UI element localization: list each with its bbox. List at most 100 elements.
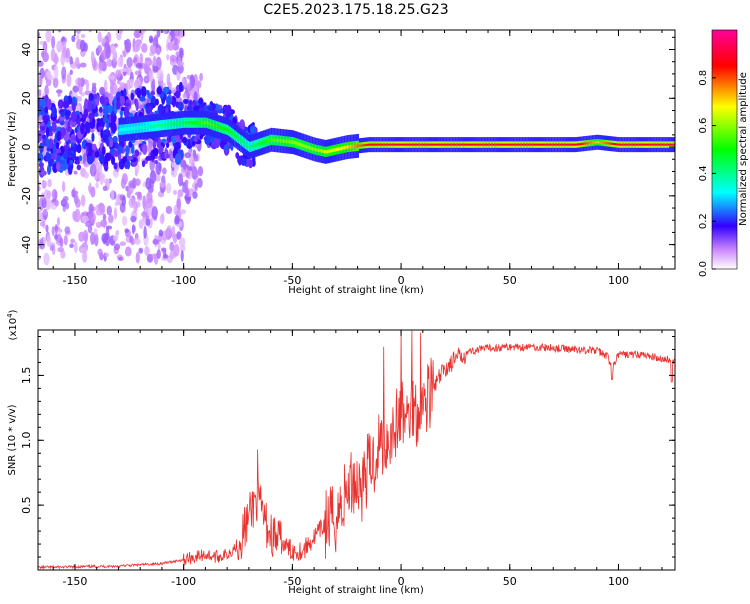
heatmap-ridge-core xyxy=(492,143,495,146)
heatmap-ridge-core xyxy=(617,143,620,146)
heatmap-ridge-core xyxy=(176,121,178,126)
heatmap-ridge-core xyxy=(127,127,130,131)
heatmap-signal-blob xyxy=(182,98,189,104)
heatmap-noise-blob xyxy=(90,51,95,65)
heatmap-ridge-core xyxy=(319,148,321,153)
heatmap-noise-blob xyxy=(195,80,202,89)
heatmap-noise-blob xyxy=(70,63,76,69)
heatmap-noise-blob xyxy=(110,189,115,201)
heatmap-noise-blob xyxy=(151,206,158,220)
heatmap-ridge-core xyxy=(135,126,137,130)
heatmap-noise-blob xyxy=(114,231,119,241)
heatmap-noise-blob xyxy=(69,19,75,27)
heatmap-ridge-core xyxy=(416,143,419,146)
heatmap-ridge-core xyxy=(415,143,417,146)
heatmap-signal-blob xyxy=(63,151,69,160)
heatmap-ridge-core xyxy=(232,132,235,136)
heatmap-ridge-core xyxy=(241,139,244,144)
heatmap-signal-blob xyxy=(156,86,163,95)
heatmap-ridge-core xyxy=(259,141,262,146)
heatmap-ridge-core xyxy=(623,143,626,146)
heatmap-noise-blob xyxy=(149,44,157,55)
heatmap-ridge-core xyxy=(501,143,504,146)
heatmap-noise-blob xyxy=(151,253,157,259)
heatmap-ridge-core xyxy=(596,141,598,144)
heatmap-ridge-core xyxy=(237,136,239,140)
heatmap-noise-blob xyxy=(101,49,108,61)
heatmap-ridge-core xyxy=(326,149,329,154)
heatmap-signal-blob xyxy=(45,126,50,138)
heatmap-ridge-core xyxy=(313,147,315,151)
heatmap-noise-blob xyxy=(74,208,81,223)
colorbar-tick-label: 0.8 xyxy=(698,70,709,86)
heatmap-ridge-core xyxy=(485,143,487,146)
heatmap-ridge-core xyxy=(329,149,332,153)
heatmap-noise-blob xyxy=(149,18,155,24)
heatmap-ridge-core xyxy=(638,143,641,146)
heatmap-signal-blob xyxy=(128,140,133,148)
heatmap-ridge-core xyxy=(221,126,224,130)
heatmap-signal-blob xyxy=(226,104,232,115)
heatmap-noise-blob xyxy=(83,162,89,168)
heatmap-ridge-core xyxy=(148,124,151,129)
heatmap-ridge-core xyxy=(648,143,650,146)
heatmap-ridge-core xyxy=(150,124,152,129)
heatmap-signal-blob xyxy=(120,106,126,112)
heatmap-signal-blob xyxy=(44,106,49,114)
heatmap-ridge-core xyxy=(606,142,609,145)
heatmap-noise-blob xyxy=(94,233,99,247)
heatmap-noise-blob xyxy=(92,14,97,23)
heatmap-signal-blob xyxy=(248,159,253,169)
heatmap-ridge-core xyxy=(518,143,521,146)
heatmap-ridge-core xyxy=(578,143,580,146)
heatmap-ridge-core xyxy=(635,143,638,146)
heatmap-ridge-core xyxy=(346,145,349,149)
heatmap-noise-blob xyxy=(152,238,160,245)
heatmap-ridge-core xyxy=(536,143,539,146)
heatmap-ridge-core xyxy=(342,146,344,150)
heatmap-signal-blob xyxy=(141,143,148,156)
heatmap-ridge-core xyxy=(287,139,289,144)
heatmap-noise-blob xyxy=(45,30,52,43)
snr-panel: -150 -100 -50 0 50 100 0.5 1.0 1.5 Height of str… xyxy=(6,309,676,596)
heatmap-noise-blob xyxy=(159,72,163,82)
heatmap-noise-blob xyxy=(42,236,47,245)
heatmap-noise-blob xyxy=(80,247,87,253)
heatmap-ridge-core xyxy=(311,146,314,151)
heatmap-ridge-core xyxy=(307,145,309,149)
heatmap-ridge-core xyxy=(275,138,277,142)
spectrogram-panel: -150 -100 -50 0 50 100 -40 -20 0 20 40 Height of s… xyxy=(7,14,676,296)
heatmap-noise-blob xyxy=(182,160,187,170)
heatmap-noise-blob xyxy=(46,235,52,247)
heatmap-ridge-core xyxy=(489,143,492,146)
heatmap-ridge-core xyxy=(299,142,302,147)
colorbar-label: Normalized spectral amplitude xyxy=(738,72,749,226)
heatmap-ridge-core xyxy=(605,142,608,145)
heatmap-signal-blob xyxy=(130,92,134,101)
heatmap-ridge-core xyxy=(552,143,554,146)
heatmap-noise-blob xyxy=(58,17,62,26)
heatmap-ridge-core xyxy=(424,143,426,146)
heatmap-ridge-core xyxy=(406,143,408,146)
heatmap-ridge-core xyxy=(336,147,338,152)
heatmap-ridge-core xyxy=(197,120,200,125)
heatmap-ridge-core xyxy=(223,127,226,131)
heatmap-noise-blob xyxy=(82,229,89,242)
heatmap-ridge-core xyxy=(673,143,675,146)
heatmap-ridge-core xyxy=(436,143,439,146)
heatmap-signal-blob xyxy=(110,155,116,166)
heatmap-ridge-core xyxy=(558,143,560,146)
heatmap-ridge-core xyxy=(304,144,306,148)
heatmap-ridge-core xyxy=(281,139,283,143)
heatmap-ridge-core xyxy=(549,143,551,146)
heatmap-noise-blob xyxy=(80,33,86,39)
heatmap-ridge-core xyxy=(390,143,393,146)
heatmap-ridge-core xyxy=(144,125,146,129)
heatmap-noise-blob xyxy=(95,209,102,216)
heatmap-ridge-core xyxy=(465,143,468,146)
heatmap-ridge-core xyxy=(162,123,165,127)
heatmap-ridge-core xyxy=(212,123,215,127)
heatmap-ridge-core xyxy=(649,143,652,146)
heatmap-signal-blob xyxy=(55,161,61,172)
heatmap-noise-blob xyxy=(145,199,153,209)
